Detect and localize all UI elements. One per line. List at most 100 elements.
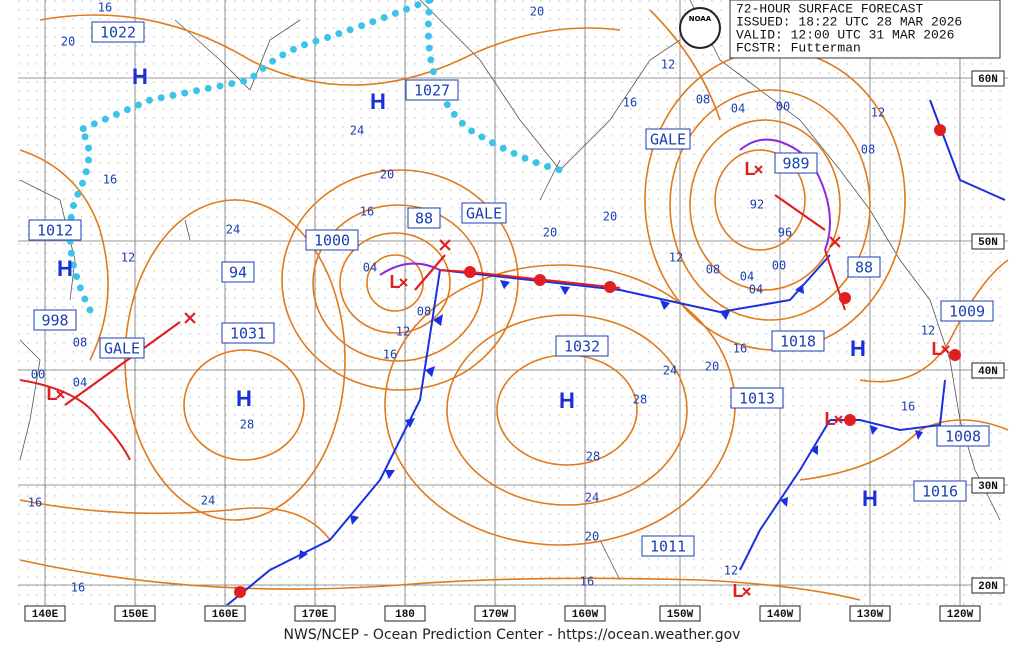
high-center: H — [132, 64, 148, 89]
pressure-label-box — [91, 21, 145, 43]
pressure-label: 1013 — [739, 390, 775, 408]
low-marker — [754, 165, 763, 174]
lon-label: 150W — [667, 609, 694, 621]
lon-label-box — [759, 605, 801, 622]
ice-edge — [66, 0, 564, 314]
lon-label-box — [474, 605, 516, 622]
lon-label-box — [24, 605, 66, 622]
pressure-label-box — [940, 300, 994, 322]
lon-label-box — [564, 605, 606, 622]
lon-label: 130W — [857, 609, 884, 621]
pressure-label: 1022 — [100, 24, 136, 42]
isobar-label: 04 — [749, 283, 763, 297]
isobar-label: 16 — [580, 575, 594, 589]
isobar-label: 08 — [417, 305, 431, 319]
isobar-label: 24 — [350, 124, 364, 138]
lat-label: 50N — [978, 237, 998, 249]
high-center: H — [559, 388, 575, 413]
isobar-label: 16 — [733, 342, 747, 356]
low-marker — [399, 278, 408, 287]
lon-label: 160E — [212, 609, 239, 621]
isobar-label: 12 — [396, 325, 410, 339]
pressure-label: 1008 — [945, 428, 981, 446]
lon-label-box — [384, 605, 426, 622]
lon-label: 140E — [32, 609, 59, 621]
isobar-label: 00 — [31, 368, 45, 382]
isobar-label: 28 — [240, 418, 254, 432]
isobar-label: 96 — [778, 226, 792, 240]
isobar-label: 16 — [383, 348, 397, 362]
pressure-label-box — [913, 480, 967, 502]
lat-label-box — [971, 362, 1005, 379]
lon-label: 120W — [947, 609, 974, 621]
low-center: L — [825, 409, 836, 429]
pressure-label: 1016 — [922, 483, 958, 501]
isobar-label: 24 — [201, 494, 215, 508]
header-line: ISSUED: 18:22 UTC 28 MAR 2026 — [736, 14, 962, 29]
pressure-label: 1011 — [650, 538, 686, 556]
pressure-label: 1031 — [230, 325, 266, 343]
header-line: 72-HOUR SURFACE FORECAST — [736, 1, 923, 16]
lat-label: 60N — [978, 74, 998, 86]
pressure-label-box — [774, 152, 818, 174]
pressure-label-box — [221, 322, 275, 344]
low-marker — [742, 587, 751, 596]
low-marker — [56, 390, 65, 399]
pressure-label-box — [936, 425, 990, 447]
pressure-label: 989 — [782, 155, 809, 173]
pressure-label-box — [28, 219, 82, 241]
isobar-label: 20 — [603, 210, 617, 224]
pressure-label-box — [641, 535, 695, 557]
noaa-logo — [679, 7, 721, 49]
pressure-label: 1000 — [314, 232, 350, 250]
lon-label-box — [939, 605, 981, 622]
high-center: H — [850, 336, 866, 361]
pressure-label: 1027 — [414, 82, 450, 100]
pressure-label-box — [407, 207, 441, 229]
header-line: FCSTR: Futterman — [736, 40, 861, 55]
low-center: L — [390, 272, 401, 292]
isobar-label: 16 — [98, 1, 112, 15]
footer-credit: NWS/NCEP - Ocean Prediction Center - htt… — [284, 627, 741, 643]
lon-label: 170W — [482, 609, 509, 621]
lon-label-box — [849, 605, 891, 622]
isobar-label: 12 — [921, 324, 935, 338]
gale-warning: GALE — [104, 340, 140, 358]
low-center: L — [733, 581, 744, 601]
high-center: H — [57, 256, 73, 281]
pressure-label: 1018 — [780, 333, 816, 351]
pressure-label: 94 — [229, 264, 247, 282]
gale-warning: GALE — [466, 205, 502, 223]
high-center: H — [370, 89, 386, 114]
pressure-label-box — [33, 309, 77, 331]
warm-front-symbols — [234, 124, 961, 598]
lon-label: 140W — [767, 609, 794, 621]
gale-warning-box — [99, 337, 145, 359]
low-marker — [834, 415, 843, 424]
isobar-label: 12 — [724, 564, 738, 578]
lat-label: 40N — [978, 366, 998, 378]
lon-label: 180 — [395, 609, 415, 621]
lon-label: 170E — [302, 609, 329, 621]
map-background — [18, 0, 1008, 605]
lat-label: 20N — [978, 581, 998, 593]
lon-label-box — [114, 605, 156, 622]
isobar-label: 16 — [901, 400, 915, 414]
low-center: L — [932, 339, 943, 359]
high-center: H — [236, 386, 252, 411]
isobar-label: 20 — [585, 530, 599, 544]
header-box — [729, 0, 1001, 59]
pressure-label-box — [305, 229, 359, 251]
gale-warning: GALE — [650, 131, 686, 149]
isobar-label: 08 — [706, 263, 720, 277]
isobar-label: 16 — [28, 496, 42, 510]
isobar-label: 24 — [226, 223, 240, 237]
isobar-label: 24 — [585, 491, 599, 505]
pressure-label-box — [555, 335, 609, 357]
lat-label-box — [971, 577, 1005, 594]
lon-label-box — [659, 605, 701, 622]
isobar-label: 12 — [661, 58, 675, 72]
lat-label-box — [971, 477, 1005, 494]
pressure-label: 1032 — [564, 338, 600, 356]
